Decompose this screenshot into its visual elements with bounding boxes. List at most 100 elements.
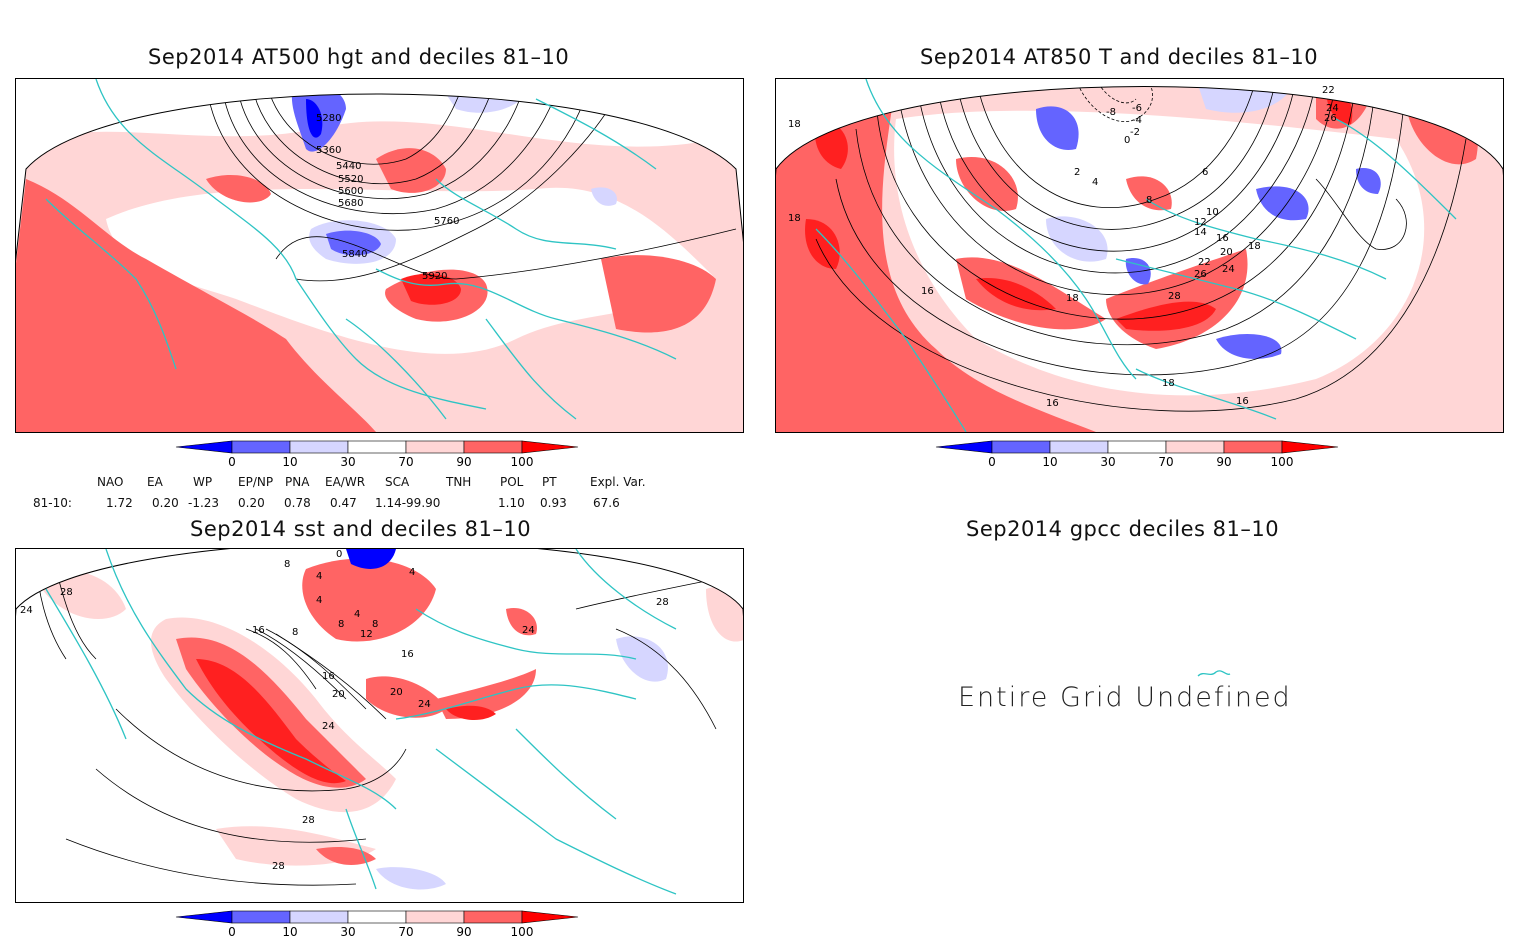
colorbar-tick-label: 0 bbox=[988, 455, 996, 469]
panel-title-t850: Sep2014 AT850 T and deciles 81–10 bbox=[920, 45, 1319, 69]
contour-label: 24 bbox=[1222, 264, 1235, 275]
contour-label: 16 bbox=[1216, 233, 1229, 244]
colorbar-segment bbox=[231, 910, 291, 924]
contour-label: 22 bbox=[1198, 257, 1211, 268]
contour-label: 5840 bbox=[342, 249, 367, 260]
colorbar-tick-label: 90 bbox=[456, 455, 471, 469]
index-value: 0.20 bbox=[238, 496, 265, 510]
contour-label: 4 bbox=[316, 571, 322, 582]
contour-label: 8 bbox=[284, 559, 290, 570]
colorbar-arrow-high bbox=[521, 440, 579, 454]
contour-label: -2 bbox=[1130, 127, 1140, 138]
colorbar-tick-label: 10 bbox=[1042, 455, 1057, 469]
contour-label: 4 bbox=[354, 609, 360, 620]
colorbar-segment bbox=[347, 910, 407, 924]
contour-label: 8 bbox=[338, 619, 344, 630]
coast-fragment bbox=[1197, 670, 1231, 677]
index-header: Expl. Var. bbox=[590, 475, 646, 489]
contour-label: 5440 bbox=[336, 161, 361, 172]
index-row-label: 81-10: bbox=[33, 496, 72, 510]
contour-label: 18 bbox=[788, 119, 801, 130]
index-value: 1.14-99.90 bbox=[375, 496, 440, 510]
index-header: EA/WR bbox=[325, 475, 366, 489]
contour-label: 18 bbox=[1162, 378, 1175, 389]
colorbar-t850: 0 10 30 70 90 100 bbox=[935, 440, 1339, 469]
colorbar-sst: 0 10 30 70 90 100 bbox=[175, 910, 579, 939]
colorbar-tick-label: 70 bbox=[398, 455, 413, 469]
contour-label: 8 bbox=[372, 619, 378, 630]
colorbar-tick-label: 30 bbox=[1100, 455, 1115, 469]
colorbar-tick-label: 90 bbox=[456, 925, 471, 939]
contour-label: -6 bbox=[1132, 103, 1142, 114]
colorbar-tick-label: 70 bbox=[398, 925, 413, 939]
index-value-tnh: -99.90 bbox=[401, 496, 441, 510]
panel-title-hgt500: Sep2014 AT500 hgt and deciles 81–10 bbox=[148, 45, 570, 69]
contour-label: -4 bbox=[1132, 115, 1142, 126]
colorbar-tick-label: 10 bbox=[282, 925, 297, 939]
colorbar-tick-label: 70 bbox=[1158, 455, 1173, 469]
contour-label: 2 bbox=[1074, 167, 1080, 178]
contour-label: 28 bbox=[1168, 291, 1181, 302]
colorbar-segment bbox=[347, 440, 407, 454]
colorbar-tick-label: 90 bbox=[1216, 455, 1231, 469]
contour-label: 16 bbox=[322, 671, 335, 682]
colorbar-segment bbox=[1223, 440, 1283, 454]
index-value: 1.72 bbox=[106, 496, 133, 510]
index-header: PNA bbox=[285, 475, 310, 489]
contour-label: 28 bbox=[656, 597, 669, 608]
index-value: 0.78 bbox=[284, 496, 311, 510]
index-header: POL bbox=[500, 475, 524, 489]
colorbar-arrow-low bbox=[935, 440, 993, 454]
contour-label: 14 bbox=[1194, 227, 1207, 238]
map-panel-hgt500: 5280 5360 5440 5520 5600 5680 5760 5840 … bbox=[15, 78, 744, 433]
index-header: PT bbox=[542, 475, 557, 489]
colorbar-tick-label: 100 bbox=[1271, 455, 1294, 469]
index-header: TNH bbox=[446, 475, 472, 489]
index-value: 1.10 bbox=[498, 496, 525, 510]
contour-label: 16 bbox=[252, 625, 265, 636]
contour-label: 18 bbox=[1066, 293, 1079, 304]
contour-label: 8 bbox=[292, 627, 298, 638]
contour-label: 8 bbox=[1146, 195, 1152, 206]
contour-label: 5520 bbox=[338, 174, 363, 185]
contour-label: 5360 bbox=[316, 145, 341, 156]
index-header: EA bbox=[147, 475, 163, 489]
index-header: WP bbox=[193, 475, 213, 489]
contour-label: 24 bbox=[322, 721, 335, 732]
colorbar-segment bbox=[991, 440, 1051, 454]
contour-label: 20 bbox=[1220, 247, 1233, 258]
index-value: 67.6 bbox=[593, 496, 620, 510]
contour-label: 28 bbox=[272, 861, 285, 872]
contour-label: 24 bbox=[20, 605, 33, 616]
contour-label: 16 bbox=[1046, 398, 1059, 409]
colorbar-segment bbox=[289, 910, 349, 924]
colorbar-segment bbox=[289, 440, 349, 454]
index-value: 0.93 bbox=[540, 496, 567, 510]
contour-label: 4 bbox=[1092, 177, 1098, 188]
index-value-sca: 1.14 bbox=[375, 496, 402, 510]
contour-label: 5600 bbox=[338, 186, 363, 197]
panel-title-gpcc: Sep2014 gpcc deciles 81–10 bbox=[966, 517, 1280, 541]
colorbar-arrow-high bbox=[1281, 440, 1339, 454]
contour-label: 16 bbox=[921, 286, 934, 297]
map-panel-sst: 24 28 16 8 4 8 4 8 12 16 16 20 20 24 24 … bbox=[15, 548, 744, 903]
contour-label: 4 bbox=[409, 567, 415, 578]
contour-label: 18 bbox=[1248, 241, 1261, 252]
undefined-grid-message: Entire Grid Undefined bbox=[958, 682, 1292, 713]
contour-label: 28 bbox=[60, 587, 73, 598]
colorbar-segment bbox=[463, 910, 523, 924]
contour-label: -8 bbox=[1106, 107, 1116, 118]
index-header: NAO bbox=[97, 475, 124, 489]
contour-label: 22 bbox=[1322, 85, 1335, 96]
contour-label: 5920 bbox=[422, 271, 447, 282]
colorbar-segment bbox=[1165, 440, 1225, 454]
colorbar-segment bbox=[231, 440, 291, 454]
index-value: 0.47 bbox=[330, 496, 357, 510]
contour-label: 5680 bbox=[338, 198, 363, 209]
colorbar-tick-label: 100 bbox=[511, 925, 534, 939]
contour-label: 20 bbox=[332, 689, 345, 700]
colorbar-arrow-low bbox=[175, 910, 233, 924]
colorbar-tick-label: 30 bbox=[340, 925, 355, 939]
colorbar-segment bbox=[405, 910, 465, 924]
contour-label: 24 bbox=[522, 625, 535, 636]
